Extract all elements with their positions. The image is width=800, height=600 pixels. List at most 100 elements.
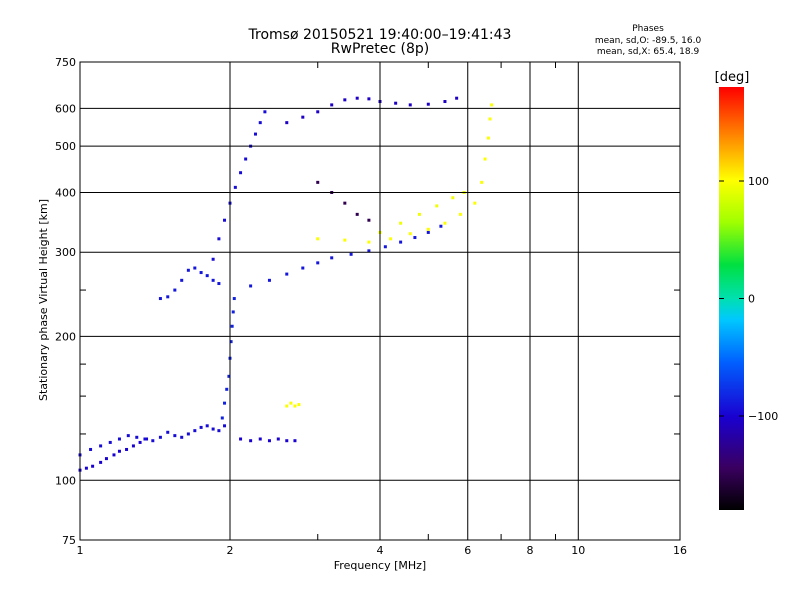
axis-ticks: 1 2 4 6 8 10 16 75 100 200 300 400 500 600 750 [55, 56, 687, 557]
data-point [199, 271, 203, 275]
data-point [227, 374, 231, 378]
data-point [126, 434, 130, 438]
data-point [316, 237, 320, 241]
data-point [276, 437, 280, 441]
data-point [301, 266, 305, 270]
data-point [151, 439, 155, 443]
data-point [285, 439, 289, 443]
data-point [108, 440, 112, 444]
data-point [231, 310, 235, 314]
data-point [233, 185, 237, 189]
data-point [435, 204, 439, 208]
data-point [367, 240, 371, 244]
data-point [125, 447, 129, 451]
data-point [205, 274, 209, 278]
data-point [367, 218, 371, 222]
data-point [180, 435, 184, 439]
data-point [249, 284, 253, 288]
data-point [217, 237, 221, 241]
data-point [399, 240, 403, 244]
data-point [394, 101, 398, 105]
data-point [355, 212, 359, 216]
data-point [349, 252, 353, 256]
plot-frame [79, 61, 681, 541]
data-point [112, 453, 116, 457]
data-point [135, 435, 139, 439]
data-point [458, 212, 462, 216]
data-point [451, 196, 455, 200]
data-point [355, 96, 359, 100]
data-point [343, 98, 347, 102]
data-point [211, 257, 215, 261]
data-point [443, 100, 447, 104]
colorbar-tick-label: 0 [748, 293, 755, 306]
data-point [91, 464, 95, 468]
data-point [408, 103, 412, 107]
data-point [232, 297, 236, 301]
colorbar-tick-label: 100 [748, 175, 769, 188]
colorbar-ticks: 100 0 −100 [719, 175, 778, 423]
data-point [158, 297, 162, 301]
data-point [486, 136, 490, 140]
plot-area [78, 96, 494, 472]
y-tick-label: 200 [55, 330, 76, 343]
data-point [258, 437, 262, 441]
data-point [158, 435, 162, 439]
data-point [117, 449, 121, 453]
x-tick-label: 4 [377, 544, 384, 557]
data-point [166, 430, 170, 434]
data-point [223, 218, 227, 222]
x-tick-label: 8 [527, 544, 534, 557]
data-point [330, 103, 334, 107]
x-tick-label: 16 [673, 544, 687, 557]
data-point [99, 460, 103, 464]
data-point [316, 261, 320, 265]
data-point [143, 437, 147, 441]
data-point [239, 437, 243, 441]
data-point [289, 401, 293, 405]
y-tick-label: 300 [55, 246, 76, 259]
data-point [483, 157, 487, 161]
x-tick-label: 10 [571, 544, 585, 557]
data-point [316, 180, 320, 184]
data-point [84, 466, 88, 470]
data-point [367, 249, 371, 253]
y-tick-label: 750 [55, 56, 76, 69]
data-point [220, 416, 224, 420]
data-point [267, 278, 271, 282]
data-point [297, 403, 301, 407]
data-point [343, 238, 347, 242]
colorbar-tick-label: −100 [748, 410, 778, 423]
data-point [285, 404, 289, 408]
data-point [131, 444, 135, 448]
data-point [249, 439, 253, 443]
data-point [417, 212, 421, 216]
data-point [413, 236, 417, 240]
data-point [267, 439, 271, 443]
data-point [199, 425, 203, 429]
data-point [239, 171, 243, 175]
data-point [367, 97, 371, 101]
data-point [186, 268, 190, 272]
data-point [293, 439, 297, 443]
data-point [253, 132, 257, 136]
data-point [166, 295, 170, 299]
data-point [145, 437, 149, 441]
data-point [301, 115, 305, 119]
y-tick-label: 400 [55, 186, 76, 199]
data-point [230, 324, 234, 328]
data-point [343, 201, 347, 205]
data-point [263, 110, 267, 114]
x-axis-label: Frequency [MHz] [334, 559, 426, 572]
x-tick-label: 6 [464, 544, 471, 557]
data-point [258, 121, 262, 125]
data-point [426, 230, 430, 234]
data-point [244, 157, 248, 161]
data-point [426, 227, 430, 231]
data-point [173, 288, 177, 292]
data-point [186, 432, 190, 436]
data-point [439, 224, 443, 228]
x-tick-label: 2 [227, 544, 234, 557]
data-point [217, 429, 221, 433]
